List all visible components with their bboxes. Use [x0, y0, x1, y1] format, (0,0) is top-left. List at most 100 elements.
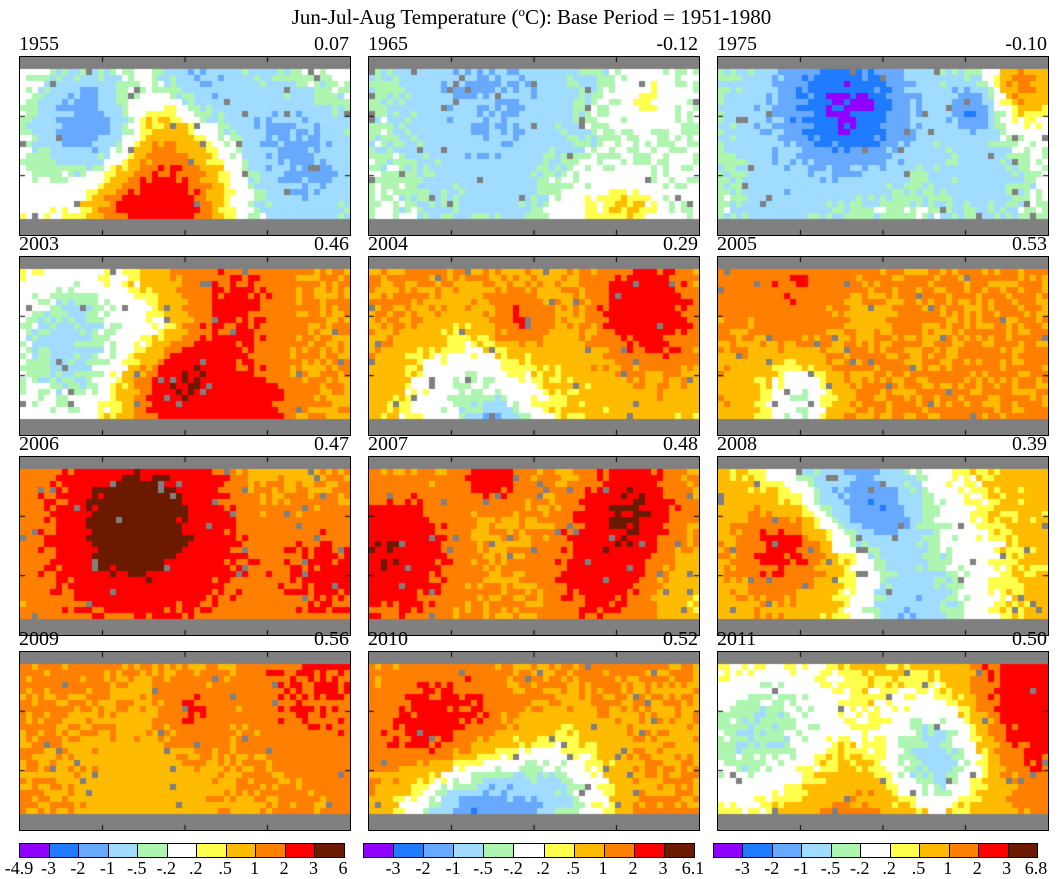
panel-year: 2009: [19, 628, 59, 650]
colorbar-swatch: [197, 844, 227, 857]
panel-year: 2004: [368, 233, 408, 255]
colorbar-tick-label: -3: [734, 858, 750, 878]
colorbar-swatch: [454, 844, 485, 857]
panel-global-mean: 0.56: [314, 628, 349, 650]
colorbar-tick-label: 3: [1002, 858, 1012, 878]
colorbar-tick-label: -3: [40, 858, 56, 878]
panel-global-mean: 0.46: [314, 233, 349, 255]
panel-global-mean: 0.50: [1012, 628, 1047, 650]
colorbar-swatch: [802, 844, 832, 857]
panel-global-mean: -0.12: [656, 33, 698, 55]
colorbar-swatch: [664, 844, 695, 857]
map-panel-1965: 1965 -0.12: [368, 34, 700, 236]
panel-year: 2006: [19, 433, 59, 455]
colorbar-tick-label: 2: [279, 858, 289, 878]
map-panel-2009: 2009 0.56: [19, 629, 351, 831]
colorbar-tick-label: 6: [338, 858, 348, 878]
colorbar-swatch: [861, 844, 891, 857]
panel-global-mean: 0.39: [1012, 433, 1047, 455]
colorbar-3: [713, 843, 1038, 858]
panel-year: 2008: [717, 433, 757, 455]
colorbar-swatch: [256, 844, 286, 857]
colorbar-tick-label: 6.1: [681, 858, 705, 878]
colorbar-tick-label: 1: [943, 858, 953, 878]
colorbar-tick-label: .5: [911, 858, 926, 878]
anomaly-map: [368, 456, 700, 636]
map-panel-2004: 2004 0.29: [368, 234, 700, 436]
map-panel-1955: 1955 0.07: [19, 34, 351, 236]
map-panel-2008: 2008 0.39: [717, 434, 1049, 636]
colorbar-tick-label: 3: [658, 858, 668, 878]
colorbar-tick-label: 2: [628, 858, 638, 878]
panel-year: 1955: [19, 33, 59, 55]
panel-global-mean: 0.47: [314, 433, 349, 455]
colorbar-tick-label: -2: [415, 858, 431, 878]
colorbar-tick-label: -3: [385, 858, 401, 878]
colorbar-swatch: [285, 844, 316, 857]
anomaly-map: [368, 256, 700, 436]
colorbar-tick-label: 6.8: [1024, 858, 1048, 878]
colorbar-swatch: [484, 844, 515, 857]
anomaly-map: [19, 456, 351, 636]
colorbar-swatch: [394, 844, 425, 857]
colorbar-tick-label: -.2: [503, 858, 523, 878]
map-panel-2010: 2010 0.52: [368, 629, 700, 831]
anomaly-map: [19, 56, 351, 236]
colorbar-swatch: [920, 844, 950, 857]
colorbar-tick-label: -.5: [473, 858, 493, 878]
colorbar-swatch: [364, 844, 395, 857]
colorbar-tick-label: .5: [566, 858, 580, 878]
colorbar-tick-label: -.2: [850, 858, 870, 878]
colorbar-swatch: [544, 844, 575, 857]
colorbar-tick-label: 1: [250, 858, 260, 878]
panel-year: 1965: [368, 33, 408, 55]
map-panel-2006: 2006 0.47: [19, 434, 351, 636]
panel-year: 2005: [717, 233, 757, 255]
colorbar-swatch: [772, 844, 803, 857]
colorbar-swatch: [831, 844, 862, 857]
colorbar-tick-label: 3: [309, 858, 319, 878]
colorbar-tick-label: -1: [445, 858, 461, 878]
panel-global-mean: -0.10: [1005, 33, 1047, 55]
colorbar-swatch: [167, 844, 198, 857]
panel-year: 2010: [368, 628, 408, 650]
map-panel-1975: 1975 -0.10: [717, 34, 1049, 236]
colorbar-swatch: [424, 844, 455, 857]
anomaly-map: [19, 651, 351, 831]
colorbar-swatch: [949, 844, 980, 857]
panel-year: 1975: [717, 33, 757, 55]
anomaly-map: [717, 56, 1049, 236]
panel-global-mean: 0.29: [663, 233, 698, 255]
colorbar-tick-label: -2: [70, 858, 86, 878]
figure-title: Jun-Jul-Aug Temperature (oC): Base Perio…: [291, 4, 772, 29]
colorbar-swatch: [514, 844, 545, 857]
map-panel-2007: 2007 0.48: [368, 434, 700, 636]
colorbar-tick-label: -2: [764, 858, 780, 878]
colorbar-tick-label: -4.9: [4, 858, 34, 878]
colorbar-1: [19, 843, 345, 858]
colorbar-swatch: [1008, 844, 1037, 857]
colorbar-swatch: [743, 844, 773, 857]
colorbar-tick-label: -.5: [820, 858, 841, 878]
colorbar-tick-label: .2: [188, 858, 203, 878]
colorbar-swatch: [979, 844, 1009, 857]
map-panel-2005: 2005 0.53: [717, 234, 1049, 436]
colorbar-swatch: [226, 844, 257, 857]
colorbar-swatch: [890, 844, 921, 857]
anomaly-map: [368, 651, 700, 831]
colorbar-tick-label: -1: [793, 858, 809, 878]
panel-global-mean: 0.53: [1012, 233, 1047, 255]
colorbar-swatch: [714, 844, 744, 857]
colorbar-tick-label: 2: [972, 858, 982, 878]
colorbar-tick-label: -.2: [156, 858, 177, 878]
colorbar-swatch: [634, 844, 665, 857]
colorbar-swatch: [574, 844, 605, 857]
colorbar-tick-label: .2: [536, 858, 550, 878]
colorbar-tick-label: -.5: [127, 858, 147, 878]
colorbar-swatch: [108, 844, 139, 857]
colorbar-swatch: [315, 844, 345, 857]
anomaly-map: [368, 56, 700, 236]
panel-year: 2011: [717, 628, 757, 650]
colorbar-tick-label: .5: [218, 858, 232, 878]
panel-year: 2007: [368, 433, 408, 455]
